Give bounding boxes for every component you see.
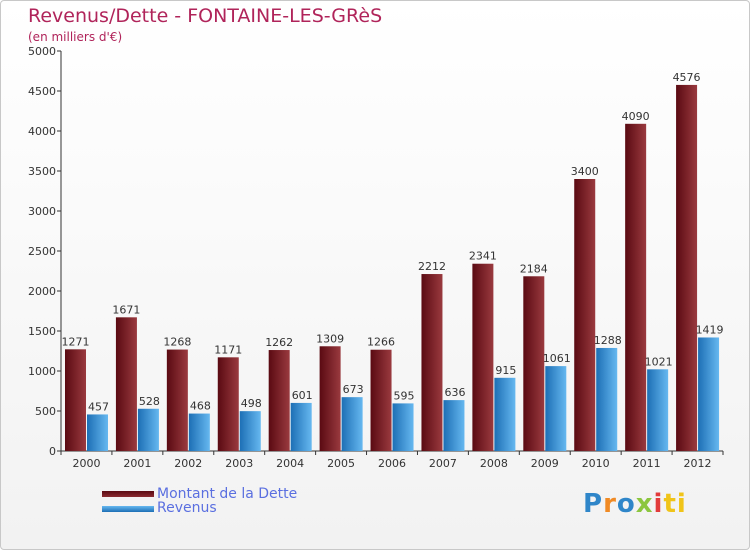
data-label-debt: 1262 xyxy=(265,336,293,349)
bar-debt xyxy=(319,346,341,451)
bar-revenue xyxy=(545,366,567,451)
bar-debt xyxy=(523,276,545,451)
y-tick-label: 5000 xyxy=(28,45,56,58)
y-tick-label: 500 xyxy=(35,405,56,418)
data-label-debt: 2212 xyxy=(418,260,446,273)
chart-bars xyxy=(65,84,720,452)
data-label-revenue: 1288 xyxy=(594,334,622,347)
bar-revenue xyxy=(239,411,261,451)
x-tick-label: 2004 xyxy=(276,457,304,470)
y-tick-label: 0 xyxy=(49,445,56,458)
x-tick-label: 2010 xyxy=(582,457,610,470)
bar-debt xyxy=(625,123,647,452)
data-label-revenue: 601 xyxy=(292,389,313,402)
proxiti-logo: Proxiti xyxy=(583,489,687,519)
logo-letter: i xyxy=(653,489,664,519)
x-tick-label: 2007 xyxy=(429,457,457,470)
y-tick-label: 4000 xyxy=(28,125,56,138)
bar-debt xyxy=(370,349,392,451)
bar-debt xyxy=(421,274,443,451)
x-tick-label: 2012 xyxy=(684,457,712,470)
legend-label-revenue: Revenus xyxy=(157,500,217,516)
x-tick-label: 2009 xyxy=(531,457,559,470)
bar-revenue xyxy=(137,408,159,451)
data-label-debt: 3400 xyxy=(571,165,599,178)
data-label-revenue: 528 xyxy=(139,395,160,408)
bar-revenue xyxy=(596,347,618,451)
x-tick-label: 2003 xyxy=(225,457,253,470)
logo-letter: x xyxy=(635,489,654,519)
bar-debt xyxy=(268,350,290,451)
bar-revenue xyxy=(341,397,363,451)
data-label-debt: 2184 xyxy=(520,262,548,275)
data-label-debt: 2341 xyxy=(469,250,497,263)
y-tick-label: 2500 xyxy=(28,245,56,258)
data-label-revenue: 1061 xyxy=(543,352,571,365)
logo-letter: o xyxy=(616,489,636,519)
bar-revenue xyxy=(647,369,669,451)
bar-debt xyxy=(65,349,86,451)
logo-letter: ti xyxy=(663,489,687,519)
bar-debt xyxy=(217,357,239,451)
legend-swatch-debt xyxy=(102,491,154,497)
bar-debt xyxy=(166,349,188,451)
y-tick-label: 3000 xyxy=(28,205,56,218)
bar-revenue xyxy=(392,403,414,451)
bar-revenue xyxy=(494,377,516,451)
logo-letter: r xyxy=(603,489,617,519)
x-tick-label: 2005 xyxy=(327,457,355,470)
x-tick-label: 2002 xyxy=(174,457,202,470)
data-label-revenue: 457 xyxy=(88,400,109,413)
x-tick-label: 2001 xyxy=(123,457,151,470)
data-label-revenue: 673 xyxy=(343,383,364,396)
data-label-revenue: 468 xyxy=(190,400,211,413)
chart-title: Revenus/Dette - FONTAINE-LES-GRèS xyxy=(28,5,383,27)
legend-swatch-revenue xyxy=(102,506,154,512)
y-tick-label: 1500 xyxy=(28,325,56,338)
bar-debt xyxy=(676,84,698,452)
y-tick-label: 2000 xyxy=(28,285,56,298)
data-label-revenue: 498 xyxy=(241,397,262,410)
bar-revenue xyxy=(87,414,108,451)
x-tick-label: 2006 xyxy=(378,457,406,470)
data-label-debt: 1268 xyxy=(163,336,191,349)
bar-revenue xyxy=(698,337,720,451)
data-label-debt: 1671 xyxy=(112,303,140,316)
data-label-debt: 1271 xyxy=(62,335,90,348)
x-tick-label: 2008 xyxy=(480,457,508,470)
chart-data-labels: 1271 457 1671 528 1268 468 1171 498 1262 601 1309 6… xyxy=(62,71,724,414)
bar-debt xyxy=(472,263,494,451)
bar-revenue xyxy=(290,402,312,451)
x-tick-label: 2011 xyxy=(633,457,661,470)
data-label-debt: 4090 xyxy=(622,110,650,123)
y-tick-label: 4500 xyxy=(28,85,56,98)
bar-revenue xyxy=(188,413,210,451)
y-tick-label: 1000 xyxy=(28,365,56,378)
data-label-debt: 1266 xyxy=(367,336,395,349)
x-tick-label: 2000 xyxy=(72,457,100,470)
bar-debt xyxy=(115,317,137,451)
legend-label-debt: Montant de la Dette xyxy=(157,486,298,502)
bar-debt xyxy=(574,179,596,451)
bar-revenue xyxy=(443,400,465,451)
data-label-revenue: 1021 xyxy=(645,355,673,368)
data-label-debt: 4576 xyxy=(673,71,701,84)
logo-letter: P xyxy=(583,489,604,519)
data-label-revenue: 1419 xyxy=(696,323,724,336)
data-label-revenue: 915 xyxy=(495,364,516,377)
data-label-debt: 1309 xyxy=(316,332,344,345)
data-label-revenue: 595 xyxy=(394,389,415,402)
data-label-debt: 1171 xyxy=(214,343,242,356)
chart-subtitle: (en milliers d'€) xyxy=(28,30,123,44)
data-label-revenue: 636 xyxy=(444,386,465,399)
y-tick-label: 3500 xyxy=(28,165,56,178)
